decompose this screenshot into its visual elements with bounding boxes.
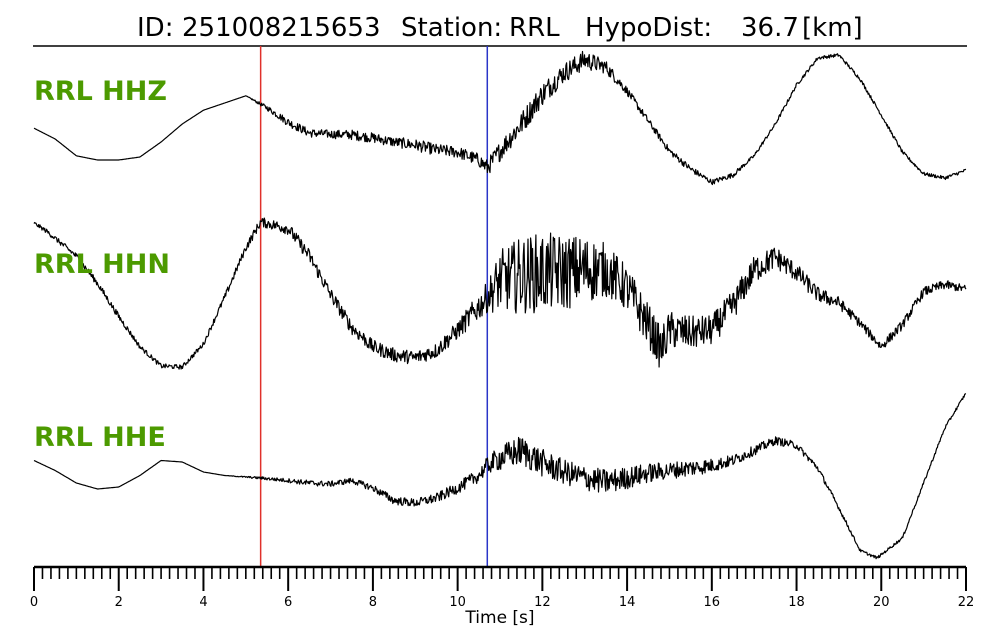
title-station-label: Station: [401, 13, 502, 43]
x-tick-label: 18 [788, 595, 805, 610]
title-station-value: RRL [509, 13, 560, 43]
x-axis-ticks [33, 567, 967, 591]
trace-label-hhz: RRL HHZ [34, 76, 167, 107]
x-axis: 0 2 4 6 8 10 12 14 16 18 20 22 [30, 565, 974, 610]
title-hypodist-label: HypoDist: [585, 13, 712, 43]
x-tick-label: 22 [958, 595, 975, 610]
x-tick-label: 16 [704, 595, 721, 610]
x-tick-label: 20 [873, 595, 890, 610]
title-hypodist-value: 36.7 [741, 13, 799, 43]
waveform-traces [33, 50, 967, 560]
x-axis-label: Time [s] [464, 608, 534, 628]
x-tick-label: 10 [449, 595, 466, 610]
title-id-label: ID: [137, 13, 173, 43]
title-id-value: 251008215653 [182, 13, 381, 43]
title-hypodist-unit: [km] [802, 13, 863, 43]
x-tick-label: 4 [199, 595, 207, 610]
x-tick-label: 0 [30, 595, 38, 610]
x-tick-label: 14 [619, 595, 636, 610]
x-tick-label: 8 [369, 595, 377, 610]
trace-label-hhe: RRL HHE [34, 422, 166, 453]
x-tick-label: 6 [284, 595, 292, 610]
waveform-rrl-hhz [33, 50, 967, 186]
x-axis-tick-labels: 0 2 4 6 8 10 12 14 16 18 20 22 [30, 595, 974, 610]
trace-label-hhn: RRL HHN [34, 249, 170, 280]
chart-title: ID: 251008215653 Station: RRL HypoDist: … [0, 13, 887, 43]
waveform-rrl-hhe [33, 393, 967, 560]
x-tick-label: 12 [534, 595, 551, 610]
waveform-rrl-hhn [33, 217, 967, 370]
x-tick-label: 2 [115, 595, 123, 610]
